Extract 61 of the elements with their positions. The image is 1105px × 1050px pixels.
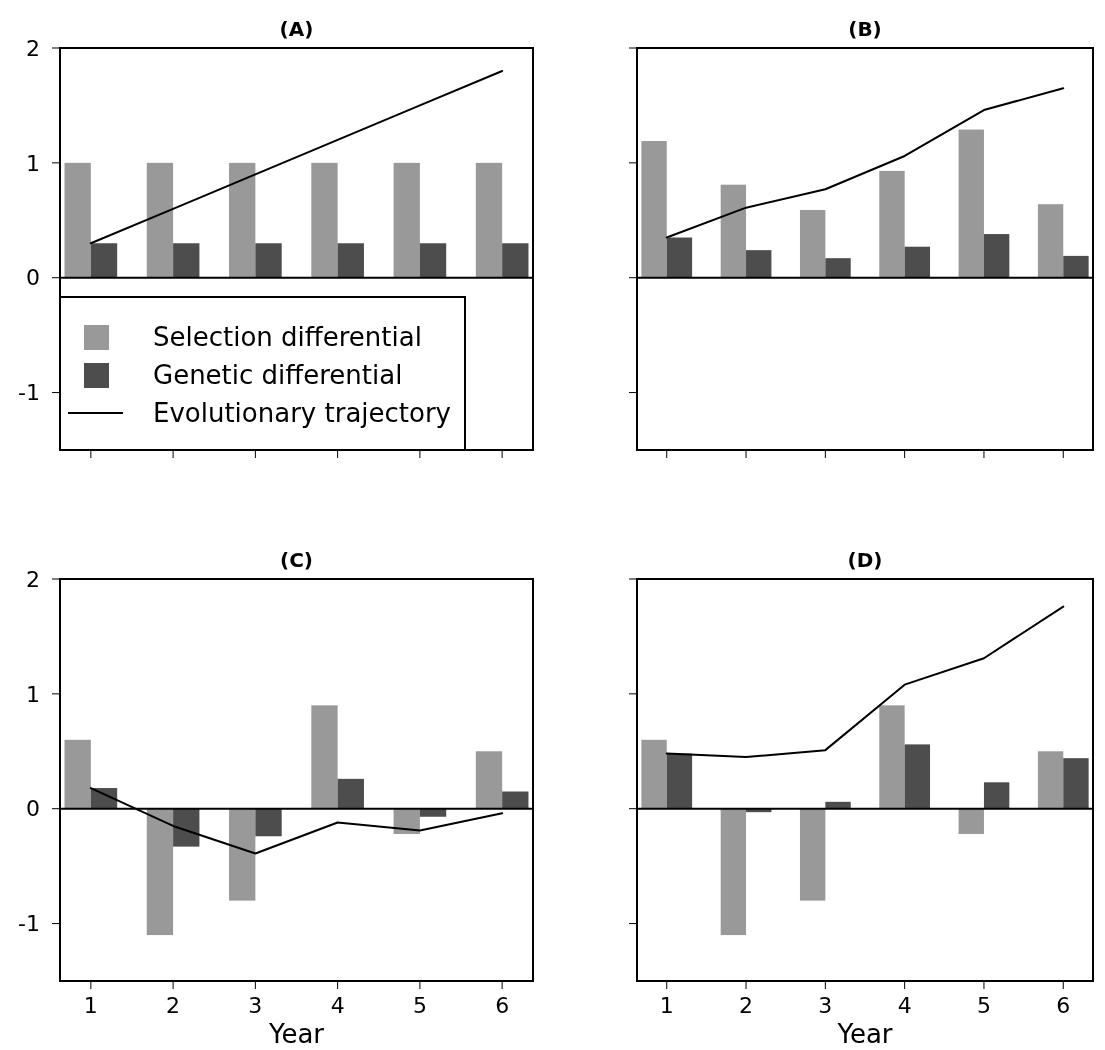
legend-label: Selection differential (153, 322, 422, 353)
bar (1063, 758, 1089, 809)
x-tick-label: 5 (412, 993, 427, 1018)
chart-title: (C) (280, 548, 313, 572)
chart-title: (B) (848, 17, 882, 41)
chart-title: (D) (847, 548, 883, 572)
bar (799, 209, 826, 278)
bar (229, 808, 256, 901)
x-tick-label: 2 (739, 993, 754, 1018)
x-tick-label: 3 (818, 993, 833, 1018)
line-series (89, 69, 504, 245)
legend-label: Evolutionary trajectory (153, 398, 452, 429)
x-tick-label: 2 (166, 993, 181, 1018)
bar (720, 808, 747, 936)
x-tick-label: 6 (495, 993, 510, 1018)
y-tick-label: -1 (18, 911, 40, 937)
bar (983, 782, 1010, 809)
x-axis-title: Year (836, 1019, 893, 1049)
bar (475, 751, 503, 809)
y-tick-label: 2 (26, 566, 40, 592)
bar (502, 791, 529, 809)
y-tick-label: 1 (26, 681, 40, 707)
bar (666, 237, 693, 278)
bar (666, 753, 693, 809)
x-axis-title: Year (267, 1019, 325, 1049)
bar (173, 808, 200, 847)
x-tick-label: 1 (83, 993, 98, 1018)
bar (641, 141, 667, 278)
legend-label: Genetic differential (153, 360, 403, 391)
bar (904, 744, 931, 809)
bar (146, 808, 174, 936)
y-tick-label: 1 (26, 150, 40, 176)
bar (825, 258, 851, 278)
bar (311, 705, 338, 809)
chart-title: (A) (279, 17, 314, 41)
bar (879, 705, 905, 809)
bar (879, 170, 905, 278)
bar (720, 184, 747, 278)
bar (958, 808, 984, 834)
bar (255, 808, 282, 837)
x-tick-label: 5 (976, 993, 991, 1018)
y-tick-label: 0 (26, 265, 40, 291)
x-tick-label: 4 (897, 993, 912, 1018)
y-tick-label: 0 (26, 796, 40, 822)
bar (641, 739, 667, 809)
x-tick-label: 3 (248, 993, 263, 1018)
bar (1063, 255, 1089, 278)
bar (337, 778, 364, 809)
bar (958, 129, 984, 278)
bar (746, 250, 772, 278)
bar (1037, 751, 1064, 809)
bar (904, 246, 931, 278)
x-tick-label: 6 (1056, 993, 1071, 1018)
bar (64, 739, 91, 809)
bar (1037, 204, 1064, 278)
bar (983, 234, 1010, 278)
x-tick-label: 1 (659, 993, 674, 1018)
bar (799, 808, 826, 901)
x-tick-label: 4 (330, 993, 345, 1018)
y-tick-label: 2 (26, 35, 40, 61)
y-tick-label: -1 (18, 380, 40, 406)
